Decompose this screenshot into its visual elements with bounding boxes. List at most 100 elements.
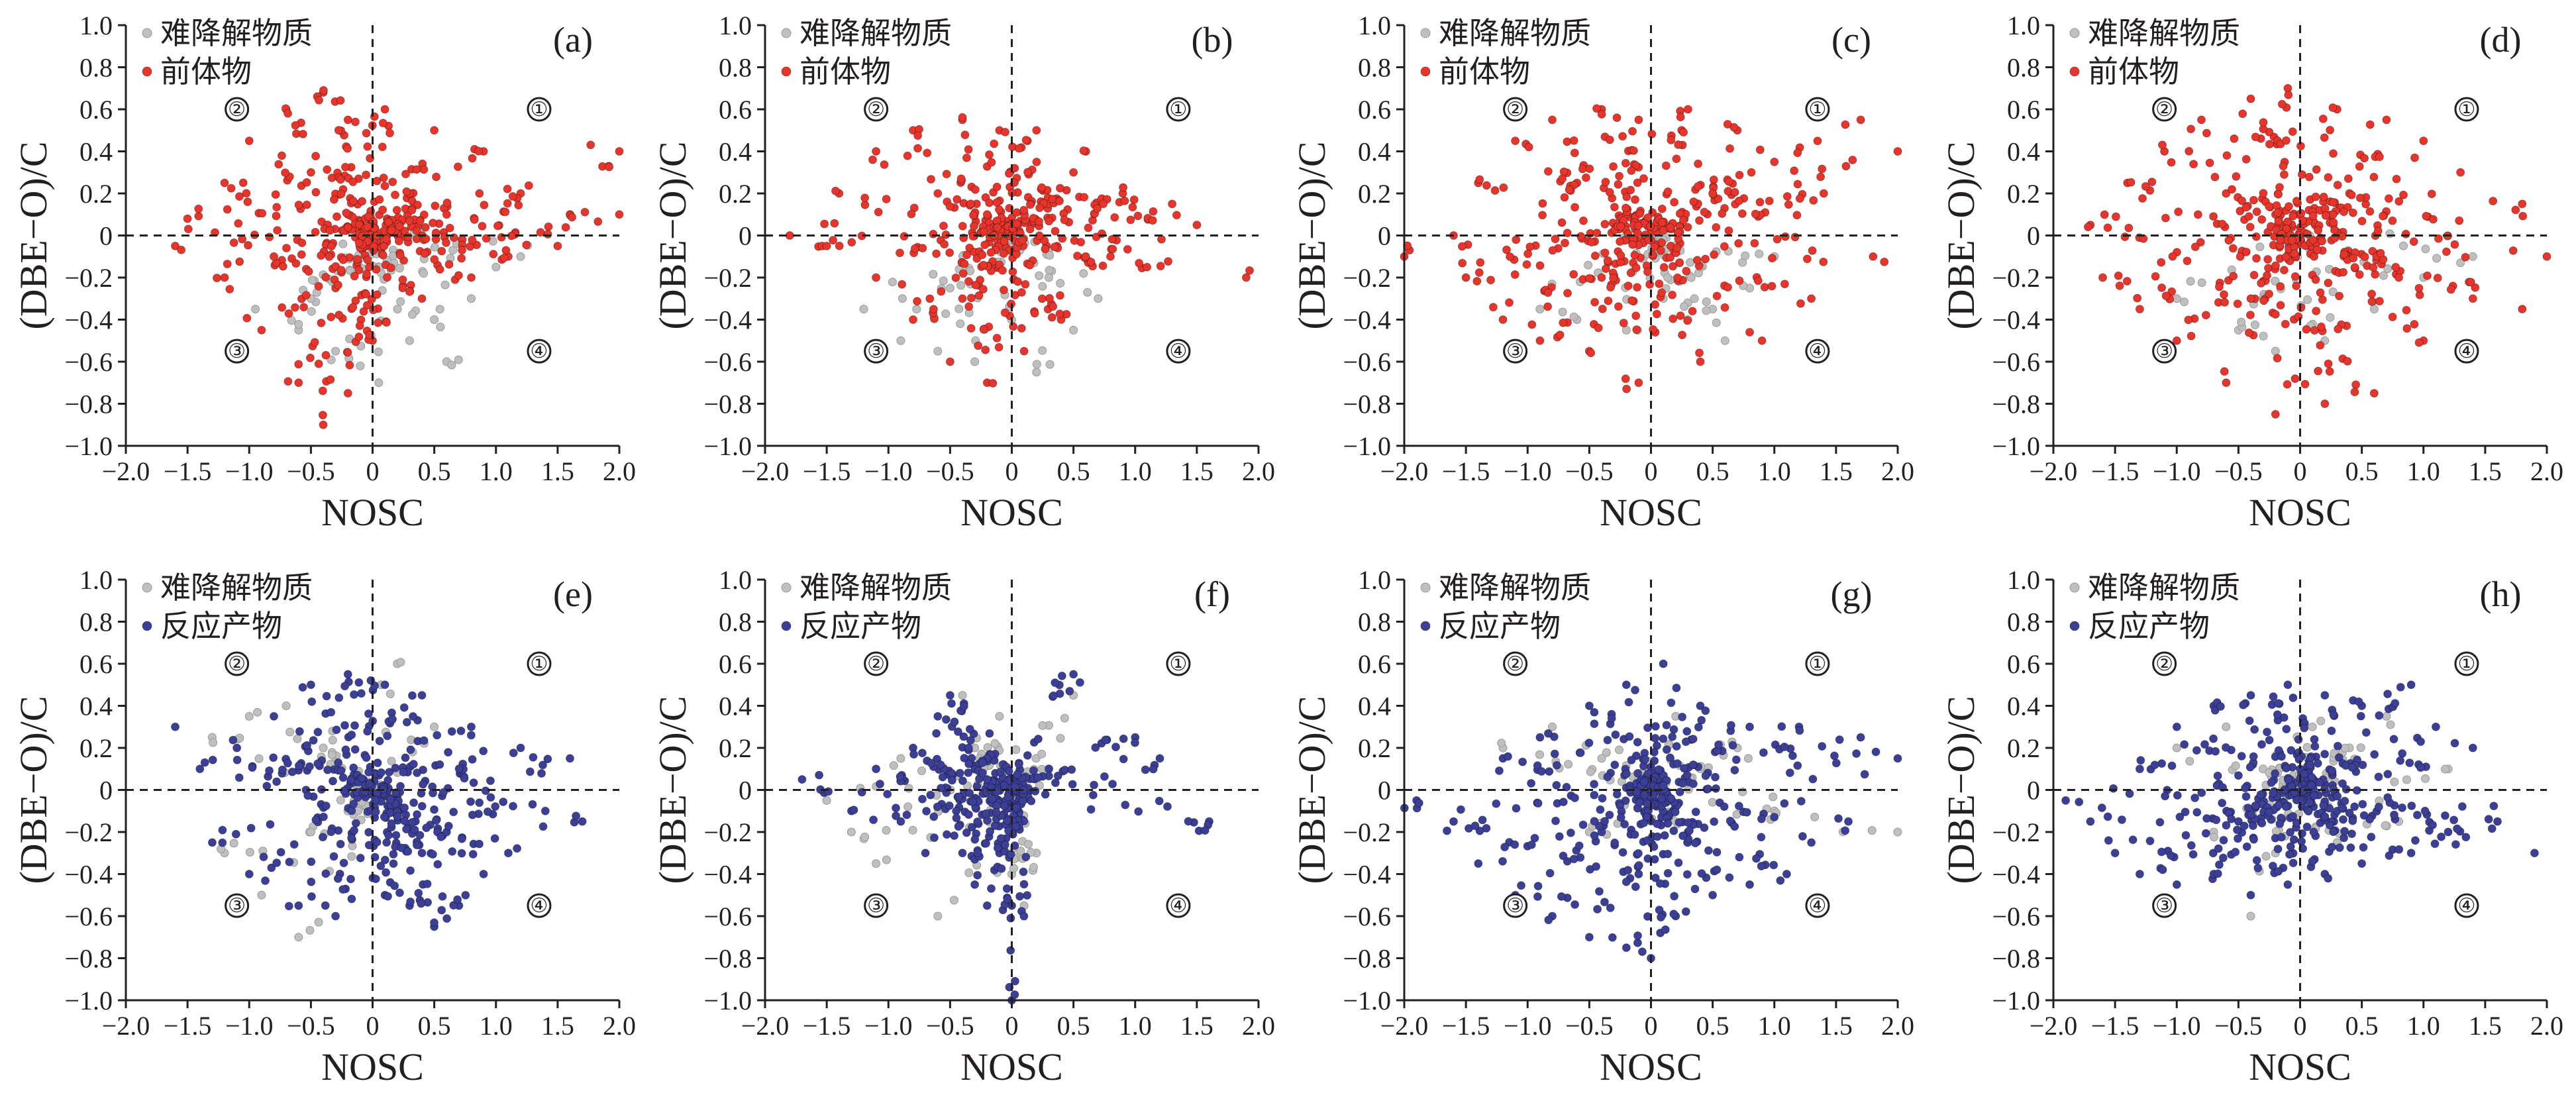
- data-point: [2147, 178, 2157, 187]
- data-point: [1633, 931, 1642, 940]
- data-point: [1498, 857, 1507, 866]
- data-point: [1093, 204, 1102, 213]
- data-point: [2407, 802, 2416, 810]
- data-point: [380, 680, 389, 690]
- data-point: [1584, 702, 1594, 710]
- data-point: [388, 715, 397, 724]
- data-point: [1767, 254, 1777, 263]
- data-point: [417, 691, 427, 700]
- data-point: [232, 755, 242, 764]
- x-tick-label: 0: [366, 1011, 380, 1041]
- data-point: [2369, 172, 2379, 182]
- data-point: [2350, 388, 2359, 397]
- data-point: [475, 839, 484, 849]
- x-tick-label: 1.0: [480, 456, 513, 486]
- quadrant-marker: ③: [1503, 338, 1528, 364]
- data-point: [945, 691, 954, 700]
- data-point: [2451, 840, 2460, 849]
- x-tick-label: 1.5: [541, 1011, 574, 1041]
- y-tick-label: 0.6: [1358, 95, 1391, 125]
- data-point: [336, 189, 346, 199]
- data-point: [2347, 829, 2356, 839]
- data-point: [2216, 702, 2225, 711]
- data-point: [1807, 838, 1816, 847]
- x-tick-label: −1.0: [1504, 456, 1552, 486]
- data-point: [394, 236, 403, 246]
- data-point: [391, 763, 400, 772]
- data-point: [1688, 779, 1698, 788]
- data-point: [272, 211, 281, 221]
- data-point: [349, 763, 358, 772]
- data-point: [1624, 698, 1633, 707]
- y-tick-label: 0: [739, 221, 752, 251]
- data-point: [978, 285, 988, 294]
- data-point: [1106, 252, 1115, 261]
- data-point: [2402, 324, 2412, 333]
- data-point: [1683, 105, 1692, 114]
- data-point: [1813, 136, 1822, 146]
- quadrant-marker: ①: [1805, 651, 1830, 676]
- quadrant-label: ④: [1808, 340, 1826, 363]
- data-point: [910, 244, 919, 253]
- data-point: [1659, 659, 1668, 668]
- data-point: [1755, 249, 1764, 258]
- data-point: [272, 203, 282, 212]
- data-point: [2468, 252, 2477, 261]
- legend-marker: [2069, 66, 2080, 77]
- data-point: [2329, 827, 2338, 837]
- data-point: [926, 790, 935, 800]
- data-point: [2324, 359, 2333, 368]
- data-point: [1633, 849, 1643, 858]
- data-point: [408, 310, 417, 319]
- data-point: [400, 803, 409, 812]
- y-tick-label: 0: [99, 221, 113, 251]
- data-point: [2185, 756, 2194, 766]
- data-point: [1808, 246, 1817, 255]
- data-point: [1605, 135, 1614, 144]
- data-point: [1745, 722, 1754, 731]
- data-point: [1108, 244, 1117, 254]
- data-point: [2456, 168, 2465, 177]
- y-tick-label: 0.2: [2007, 179, 2040, 209]
- data-point: [433, 860, 442, 869]
- data-point: [1852, 749, 1861, 758]
- y-tick-label: 0.6: [79, 95, 113, 125]
- data-point: [1871, 747, 1880, 756]
- data-point: [362, 289, 371, 299]
- data-point: [2151, 272, 2160, 281]
- x-tick-label: 1.0: [1758, 456, 1791, 486]
- data-point: [1867, 826, 1877, 835]
- data-point: [311, 187, 321, 197]
- data-point: [314, 359, 323, 368]
- data-point: [939, 276, 948, 286]
- data-point: [1110, 213, 1119, 222]
- data-point: [829, 236, 838, 245]
- quadrant-label: ①: [1169, 652, 1187, 676]
- data-point: [1550, 749, 1559, 758]
- y-tick-label: 0.2: [719, 179, 752, 209]
- data-point: [278, 765, 287, 774]
- data-point: [422, 823, 431, 833]
- data-point: [2383, 690, 2393, 699]
- data-point: [2276, 301, 2285, 310]
- data-point: [386, 690, 395, 698]
- data-point: [1667, 794, 1676, 803]
- data-point: [419, 165, 429, 174]
- y-tick-label: −0.2: [64, 263, 113, 293]
- data-point: [297, 250, 306, 259]
- data-point: [1856, 115, 1865, 125]
- data-point: [1751, 209, 1760, 219]
- quadrant-label: ④: [530, 340, 548, 363]
- series-product: [1400, 659, 1902, 963]
- panel-c: −2.0 −1.5 −1.0 −0.5 0 0.5 1.0 1.5 2.01.00.80.60.…: [1290, 11, 1914, 534]
- data-point: [2450, 739, 2459, 748]
- data-point: [1045, 250, 1055, 260]
- data-point: [1634, 378, 1643, 388]
- data-point: [291, 259, 301, 268]
- data-point: [382, 868, 391, 877]
- data-point: [171, 722, 180, 731]
- data-point: [2250, 725, 2259, 734]
- data-point: [1630, 250, 1639, 260]
- data-point: [1661, 161, 1671, 170]
- data-point: [2181, 807, 2190, 817]
